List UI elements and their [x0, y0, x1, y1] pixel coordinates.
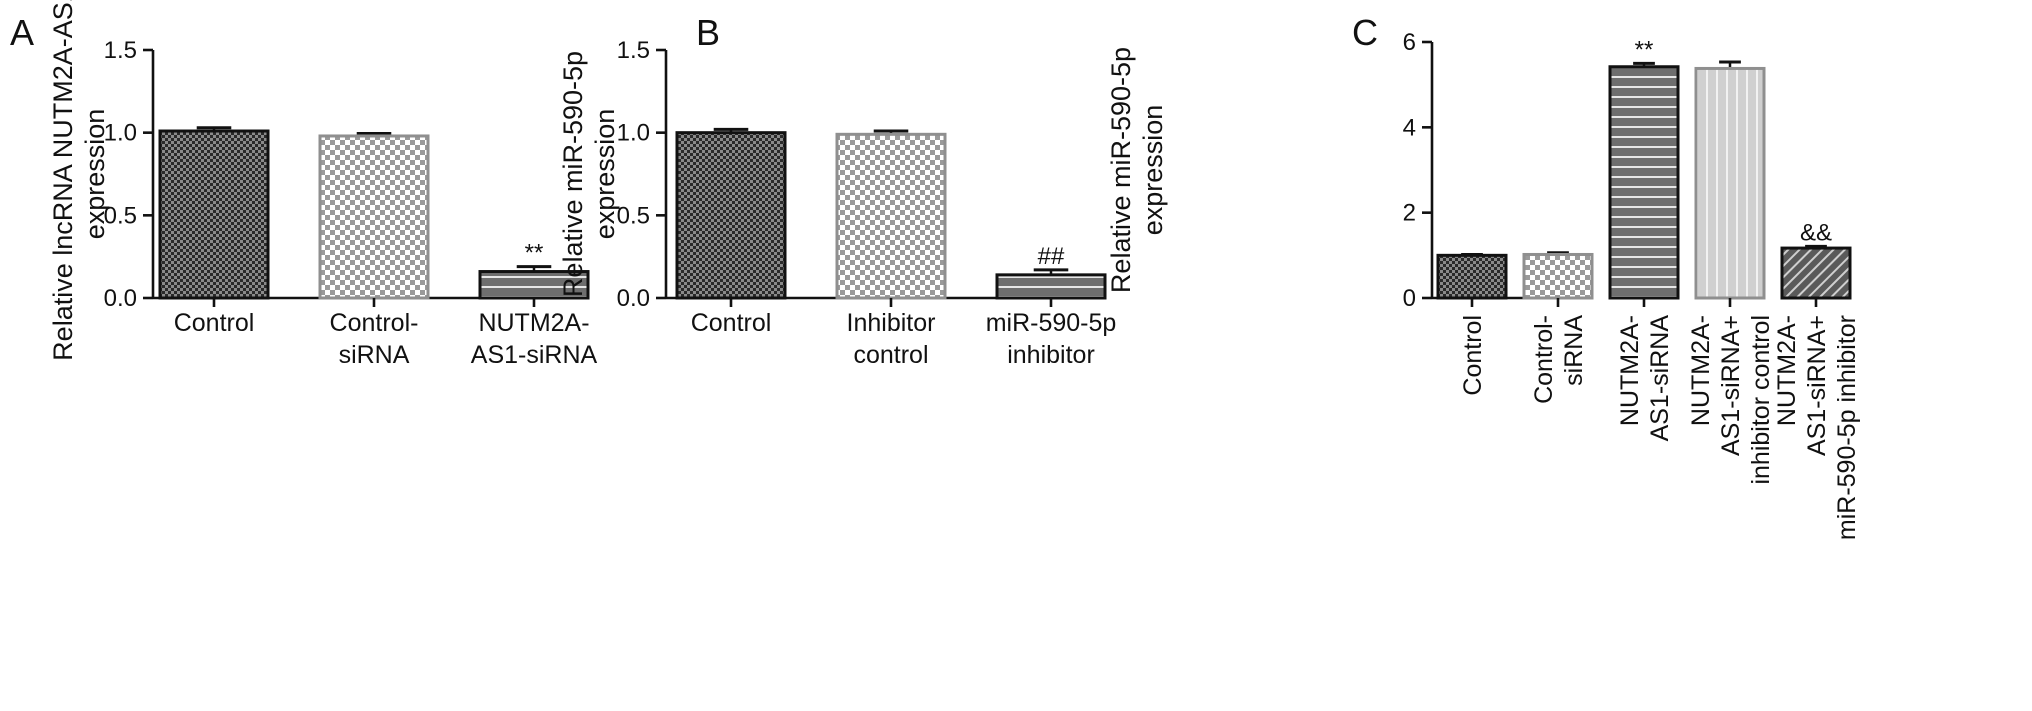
bar [318, 134, 430, 300]
y-tick-label: 0.0 [104, 285, 137, 312]
category-label: miR-590-5p [986, 309, 1117, 337]
category-label: Control [691, 309, 772, 337]
y-tick-label: 2 [1403, 200, 1416, 227]
bar [1780, 246, 1852, 300]
panel-letter-c: C [1352, 12, 1378, 53]
panel-b-chart: Relative miR-590-5p expression 0.0 0.5 1.0 1.… [558, 37, 1116, 369]
y-tick-label: 0.5 [104, 202, 137, 229]
y-axis-title-line: expression [590, 109, 620, 240]
y-tick-label: 1.5 [617, 37, 650, 64]
category-label: Control- [330, 309, 419, 337]
y-axis-title-line: Relative lncRNA NUTM2A-AS1 [48, 0, 78, 361]
y-tick-label: 0 [1403, 285, 1416, 312]
bar [1608, 65, 1680, 300]
category-label: NUTM2A- [1616, 315, 1644, 426]
bar [675, 131, 787, 300]
significance-label: ** [1635, 36, 1654, 63]
category-label: siRNA [339, 341, 410, 369]
bar [835, 132, 947, 300]
panel-letter-a: A [10, 12, 34, 53]
category-label: AS1-siRNA [471, 341, 598, 369]
category-label: NUTM2A- [1773, 315, 1801, 426]
category-label: inhibitor [1007, 341, 1095, 369]
category-label: siRNA [1560, 315, 1588, 386]
category-label: Control [1459, 315, 1487, 396]
y-axis-title-line: Relative miR-590-5p [1106, 47, 1136, 293]
category-label: AS1-siRNA+ [1803, 315, 1831, 456]
category-label: AS1-siRNA+ [1717, 315, 1745, 456]
bar [995, 273, 1107, 300]
y-tick-label: 0.0 [617, 285, 650, 312]
bar [158, 129, 270, 300]
category-label: Control [174, 309, 255, 337]
y-tick-label: 1.0 [617, 120, 650, 147]
y-tick-label: 4 [1403, 114, 1416, 141]
y-tick-label: 1.5 [104, 37, 137, 64]
bar [1436, 253, 1508, 300]
y-axis-title-line: Relative miR-590-5p [558, 51, 588, 297]
y-tick-label: 1.0 [104, 120, 137, 147]
category-label: Control- [1530, 315, 1558, 404]
category-label: NUTM2A- [1687, 315, 1715, 426]
bar [1694, 66, 1766, 300]
y-tick-label: 6 [1403, 29, 1416, 56]
y-axis-title-line: expression [80, 109, 110, 240]
bar [1522, 252, 1594, 300]
panel-a-chart: Relative lncRNA NUTM2A-AS1 expression 0.0 0… [48, 0, 598, 369]
y-tick-label: 0.5 [617, 202, 650, 229]
category-label: inhibitor control [1747, 315, 1775, 485]
category-label: AS1-siRNA [1646, 315, 1674, 442]
category-label: control [853, 341, 928, 369]
category-label: Inhibitor [847, 309, 936, 337]
panel-c-chart: Relative miR-590-5p expression 0 2 4 6 Control… [1106, 29, 1861, 540]
significance-label: && [1800, 219, 1832, 246]
category-label: NUTM2A- [478, 309, 589, 337]
significance-label: ## [1038, 243, 1065, 270]
panel-letter-b: B [696, 12, 720, 53]
y-axis-title-line: expression [1138, 105, 1168, 236]
significance-label: ** [525, 240, 544, 267]
category-label: miR-590-5p inhibitor [1833, 315, 1861, 540]
